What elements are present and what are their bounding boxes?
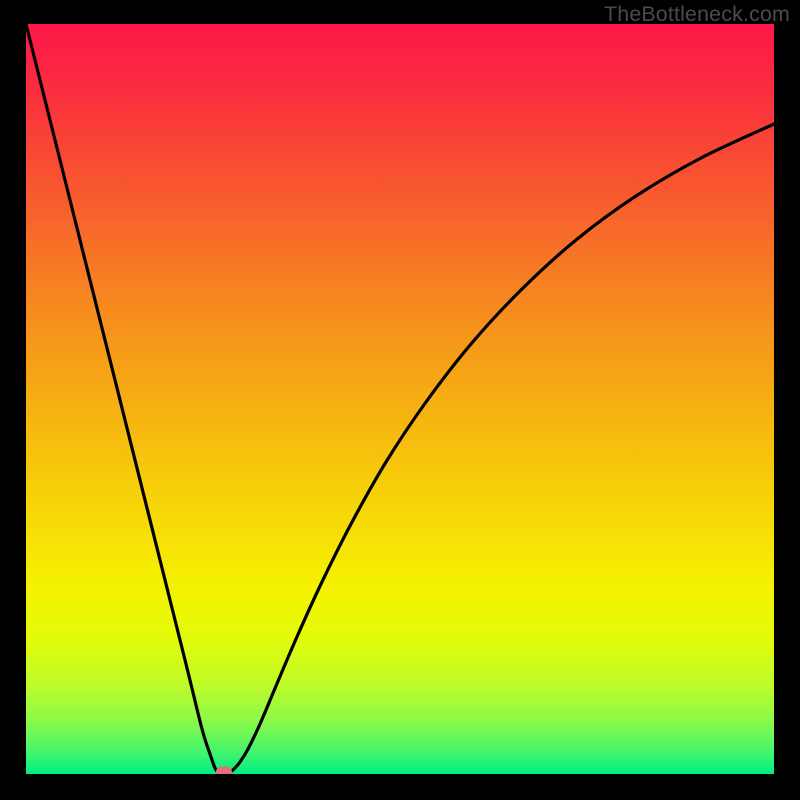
bottleneck-curve bbox=[26, 24, 774, 773]
chart-frame: TheBottleneck.com bbox=[0, 0, 800, 800]
minimum-marker bbox=[216, 767, 232, 775]
plot-area bbox=[26, 24, 774, 774]
curve-layer bbox=[26, 24, 774, 774]
